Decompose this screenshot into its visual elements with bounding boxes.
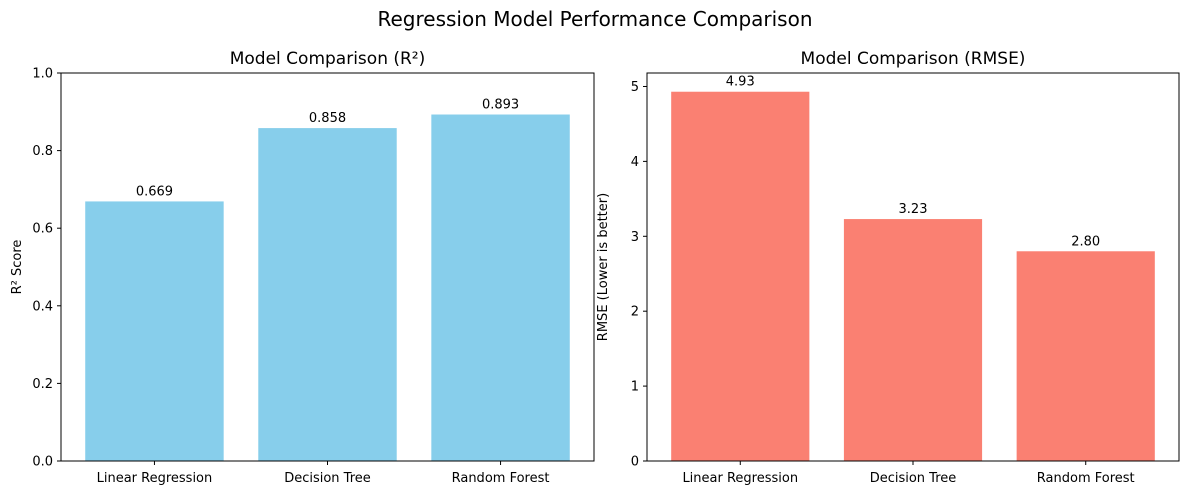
r2-ylabel: R² Score bbox=[10, 240, 25, 295]
r2-value-label: 0.669 bbox=[136, 184, 173, 199]
r2-ytick-label: 0.8 bbox=[32, 144, 53, 159]
rmse-value-label: 2.80 bbox=[1071, 234, 1100, 249]
r2-bar bbox=[258, 128, 397, 461]
rmse-ytick-label: 2 bbox=[631, 305, 639, 320]
r2-bar bbox=[85, 201, 224, 462]
r2-ytick-label: 0.2 bbox=[32, 377, 53, 392]
rmse-ytick-label: 5 bbox=[631, 80, 639, 95]
rmse-value-label: 4.93 bbox=[726, 75, 755, 90]
r2-ytick-label: 0.0 bbox=[32, 455, 53, 470]
r2-bar bbox=[431, 114, 570, 462]
r2-ytick-label: 0.6 bbox=[32, 222, 53, 237]
rmse-subplot-title: Model Comparison (RMSE) bbox=[801, 49, 1026, 69]
r2-chart: Model Comparison (R²) 0.669 0.858 0.893 0.0 0… bbox=[10, 49, 595, 486]
r2-xtick-label: Linear Regression bbox=[97, 471, 213, 486]
rmse-ytick-label: 1 bbox=[631, 380, 639, 395]
r2-ytick-label: 1.0 bbox=[32, 67, 53, 82]
r2-value-label: 0.858 bbox=[309, 111, 346, 126]
r2-subplot-title: Model Comparison (R²) bbox=[230, 49, 426, 69]
r2-ytick-label: 0.4 bbox=[32, 299, 53, 314]
r2-value-label: 0.893 bbox=[482, 98, 519, 113]
rmse-xtick-label: Linear Regression bbox=[682, 471, 798, 486]
rmse-ytick-label: 3 bbox=[631, 230, 639, 245]
rmse-bar bbox=[1016, 251, 1155, 461]
r2-xtick-label: Random Forest bbox=[452, 471, 550, 486]
rmse-value-label: 3.23 bbox=[899, 202, 928, 217]
rmse-ylabel: RMSE (Lower is better) bbox=[596, 193, 611, 341]
rmse-chart: Model Comparison (RMSE) 4.93 3.23 2.80 0 1 2 3 4… bbox=[596, 49, 1180, 486]
figure-title: Regression Model Performance Comparison bbox=[378, 7, 813, 31]
rmse-bar bbox=[843, 219, 983, 461]
r2-xtick-label: Decision Tree bbox=[284, 471, 371, 486]
rmse-xtick-label: Decision Tree bbox=[870, 471, 957, 486]
rmse-ytick-label: 4 bbox=[631, 155, 639, 170]
rmse-bar bbox=[671, 91, 810, 462]
rmse-xtick-label: Random Forest bbox=[1037, 471, 1135, 486]
rmse-ytick-label: 0 bbox=[631, 455, 639, 470]
